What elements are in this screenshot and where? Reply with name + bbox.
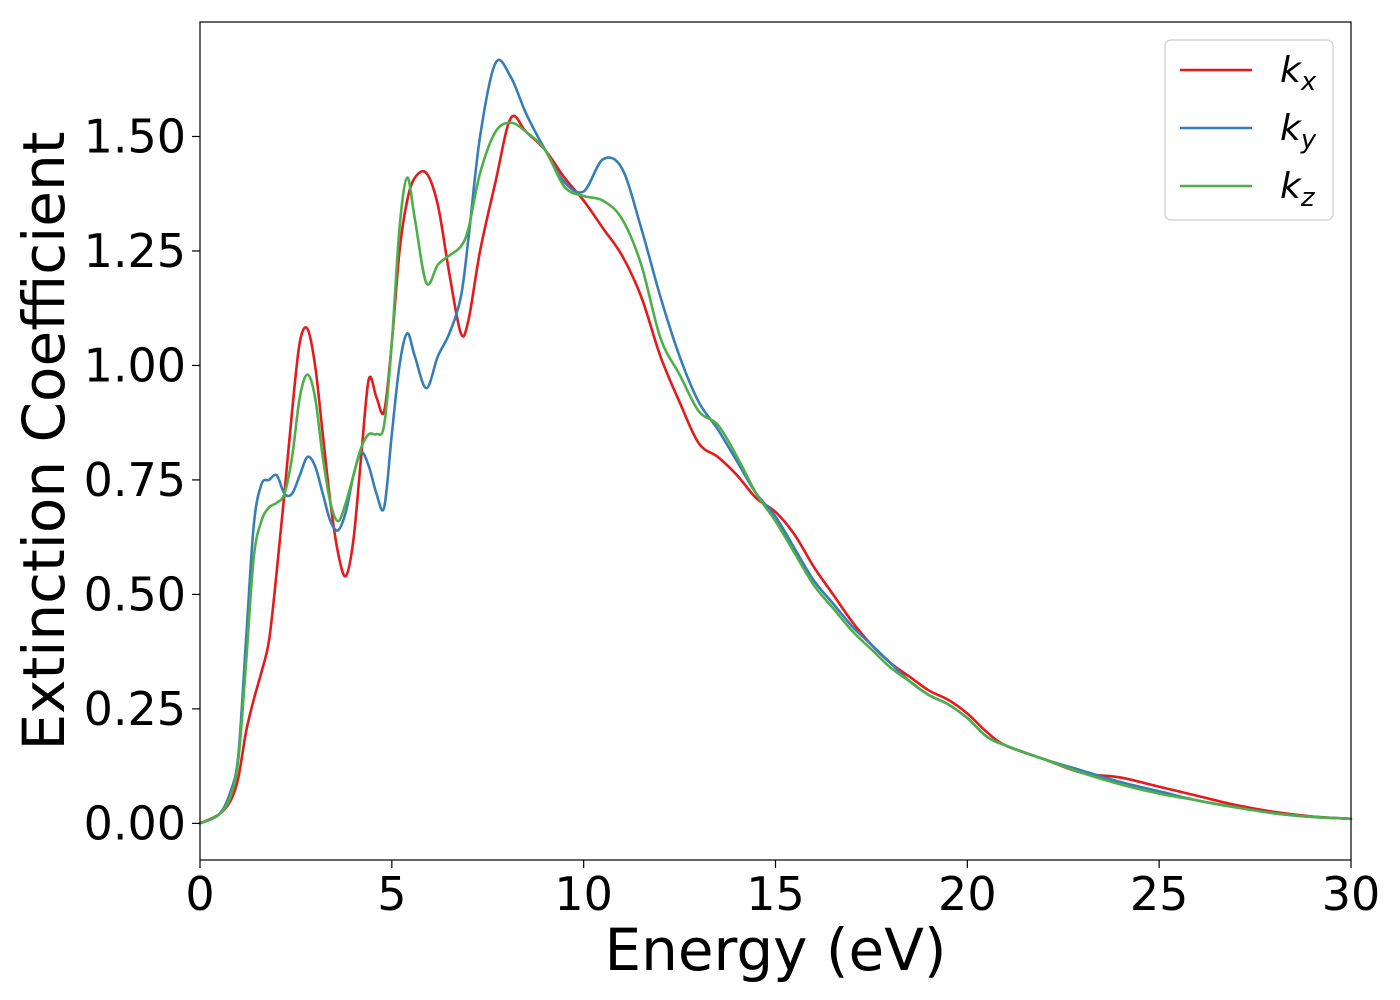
y-tick-label: 0.25 xyxy=(84,682,186,736)
y-axis-label: Extinction Coefficient xyxy=(10,132,78,751)
series-line-kz xyxy=(198,121,1353,825)
x-tick-label: 5 xyxy=(377,867,406,921)
x-tick-label: 10 xyxy=(554,867,613,921)
y-axis-ticks: 0.00 0.25 0.50 0.75 1.00 1.25 1.50 xyxy=(84,109,200,850)
x-tick-label: 15 xyxy=(746,867,805,921)
y-tick-label: 0.50 xyxy=(84,567,186,621)
x-axis-ticks: 0 5 10 15 20 25 30 xyxy=(185,860,1380,921)
y-tick-label: 0.00 xyxy=(84,796,186,850)
x-tick-label: 20 xyxy=(938,867,997,921)
x-tick-label: 30 xyxy=(1322,867,1381,921)
y-tick-label: 1.00 xyxy=(84,338,186,392)
x-axis-label: Energy (eV) xyxy=(604,916,946,984)
legend-box xyxy=(1164,39,1334,221)
x-tick-label: 25 xyxy=(1130,867,1189,921)
y-tick-label: 0.75 xyxy=(84,453,186,507)
x-tick-label: 0 xyxy=(185,867,214,921)
y-tick-label: 1.25 xyxy=(84,224,186,278)
series-layer xyxy=(198,58,1353,825)
y-tick-label: 1.50 xyxy=(84,109,186,163)
series-line-kx xyxy=(198,114,1353,825)
